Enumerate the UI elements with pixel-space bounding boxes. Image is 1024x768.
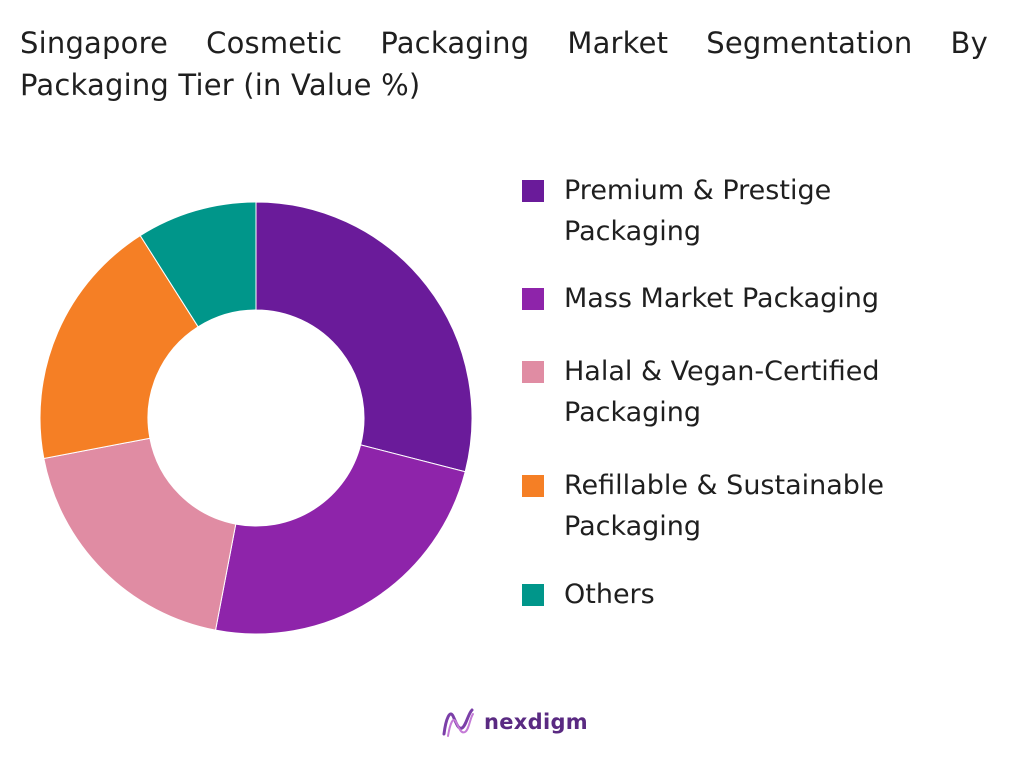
legend-label-others: Others <box>564 579 655 610</box>
legend-label-premium: Premium & Prestige Packaging <box>564 175 832 247</box>
legend-item-others: Others <box>522 574 944 615</box>
legend-swatch-halal-vegan <box>522 361 544 383</box>
legend-item-halal-vegan: Halal & Vegan-Certified Packaging <box>522 351 944 433</box>
nexdigm-logo-icon <box>442 708 474 737</box>
donut-slice-others <box>139 201 257 328</box>
legend-item-mass-market: Mass Market Packaging <box>522 278 944 319</box>
legend-swatch-refillable <box>522 475 544 497</box>
legend-swatch-premium <box>522 180 544 202</box>
donut-slice-halal-vegan <box>43 437 237 631</box>
legend-item-refillable: Refillable & Sustainable Packaging <box>522 465 944 547</box>
nexdigm-logo: nexdigm <box>440 702 588 742</box>
donut-slice-premium <box>255 201 473 473</box>
donut-slice-refillable <box>39 234 199 460</box>
legend-label-refillable: Refillable & Sustainable Packaging <box>564 470 885 542</box>
legend-label-mass-market: Mass Market Packaging <box>564 283 880 314</box>
legend-swatch-mass-market <box>522 288 544 310</box>
legend-item-premium: Premium & Prestige Packaging <box>522 170 944 252</box>
legend-swatch-others <box>522 584 544 606</box>
legend-label-halal-vegan: Halal & Vegan-Certified Packaging <box>564 356 880 428</box>
donut-slice-mass-market <box>214 444 466 635</box>
chart-title: Singapore Cosmetic Packaging Market Segm… <box>20 26 988 102</box>
logo-text: nexdigm <box>484 710 588 734</box>
